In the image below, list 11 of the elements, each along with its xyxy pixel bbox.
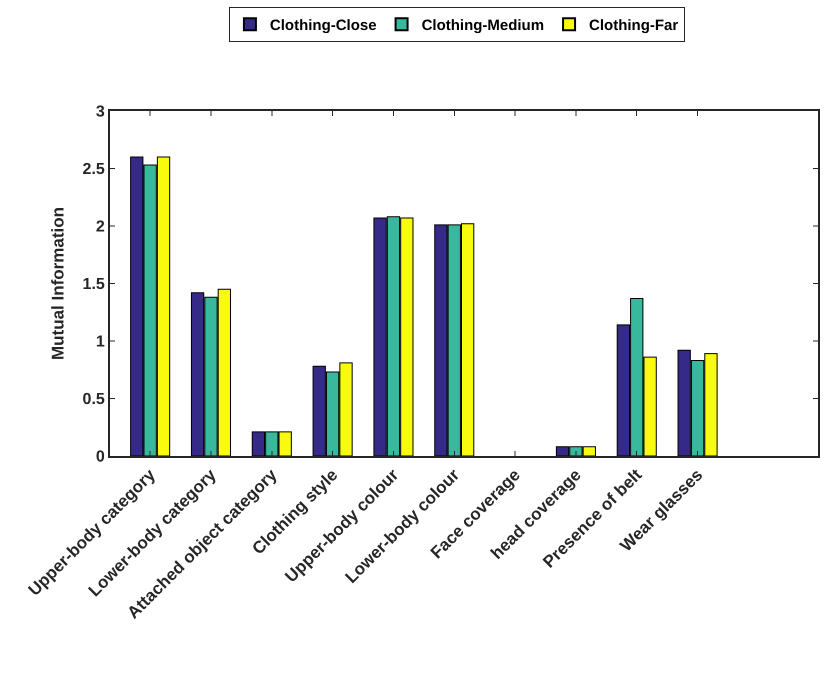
y-axis-title: Mutual Information (48, 207, 68, 360)
y-tick-label: 2.5 (82, 161, 105, 178)
y-tick-label: 2 (96, 218, 105, 236)
y-tick-label: 1 (96, 334, 105, 351)
legend-label: Clothing-Close (270, 17, 377, 34)
y-tick-label: 3 (96, 104, 105, 121)
legend-label: Clothing-Far (589, 17, 678, 34)
legend-label: Clothing-Medium (422, 17, 544, 34)
y-tick-label: 0 (96, 448, 105, 466)
y-tick-label: 1.5 (82, 276, 105, 294)
y-tick-label: 0.5 (82, 391, 105, 408)
